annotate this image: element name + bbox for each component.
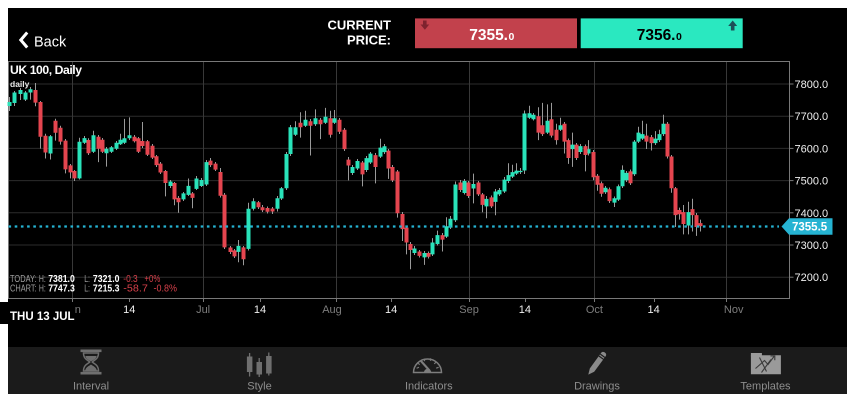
svg-text:Jul: Jul <box>196 304 210 316</box>
svg-text:THU 13 JUL: THU 13 JUL <box>10 311 75 323</box>
svg-text:7355.: 7355. <box>469 27 508 44</box>
svg-text:0: 0 <box>509 31 515 43</box>
svg-text:7400.0: 7400.0 <box>795 208 829 220</box>
svg-text:7747.3: 7747.3 <box>48 284 75 295</box>
svg-text:PRICE:: PRICE: <box>347 33 391 48</box>
svg-text:7321.0: 7321.0 <box>93 274 120 285</box>
svg-text:-58.7: -58.7 <box>123 284 148 295</box>
svg-text:7215.3: 7215.3 <box>93 284 120 295</box>
svg-text:7381.0: 7381.0 <box>48 274 75 285</box>
svg-text:Nov: Nov <box>724 304 744 316</box>
svg-text:7500.0: 7500.0 <box>795 176 829 188</box>
svg-text:Style: Style <box>247 381 271 393</box>
svg-text:14: 14 <box>385 304 397 316</box>
svg-text:H:: H: <box>39 274 46 285</box>
svg-text:7356.: 7356. <box>637 27 676 44</box>
svg-text:L:: L: <box>84 274 90 285</box>
svg-text:14: 14 <box>647 304 659 316</box>
svg-text:7600.0: 7600.0 <box>795 143 829 155</box>
svg-text:14: 14 <box>254 304 266 316</box>
svg-text:7700.0: 7700.0 <box>795 111 829 123</box>
svg-text:H:: H: <box>39 284 46 295</box>
svg-text:0: 0 <box>676 31 682 43</box>
svg-text:-0.3: -0.3 <box>123 274 138 285</box>
svg-text:L:: L: <box>84 284 90 295</box>
svg-text:Sep: Sep <box>459 304 479 316</box>
svg-text:14: 14 <box>519 304 531 316</box>
svg-text:Indicators: Indicators <box>405 381 453 393</box>
svg-text:14: 14 <box>123 304 135 316</box>
svg-text:CURRENT: CURRENT <box>327 18 391 33</box>
svg-text:-0.8%: -0.8% <box>154 284 178 295</box>
svg-text:7300.0: 7300.0 <box>795 240 829 252</box>
svg-text:Back: Back <box>34 35 67 51</box>
svg-text:7355.5: 7355.5 <box>792 222 828 234</box>
svg-text:Interval: Interval <box>73 381 109 393</box>
svg-text:Oct: Oct <box>586 304 603 316</box>
svg-text:Aug: Aug <box>322 304 342 316</box>
svg-text:7200.0: 7200.0 <box>795 272 829 284</box>
svg-text:UK 100, Daily: UK 100, Daily <box>10 63 82 77</box>
svg-text:TODAY:: TODAY: <box>10 274 37 285</box>
svg-text:Drawings: Drawings <box>574 381 620 393</box>
svg-text:Templates: Templates <box>740 381 791 393</box>
svg-text:daily: daily <box>10 79 30 89</box>
svg-text:CHART:: CHART: <box>10 284 37 295</box>
svg-text:+0%: +0% <box>144 274 160 285</box>
svg-text:7800.0: 7800.0 <box>795 79 829 91</box>
